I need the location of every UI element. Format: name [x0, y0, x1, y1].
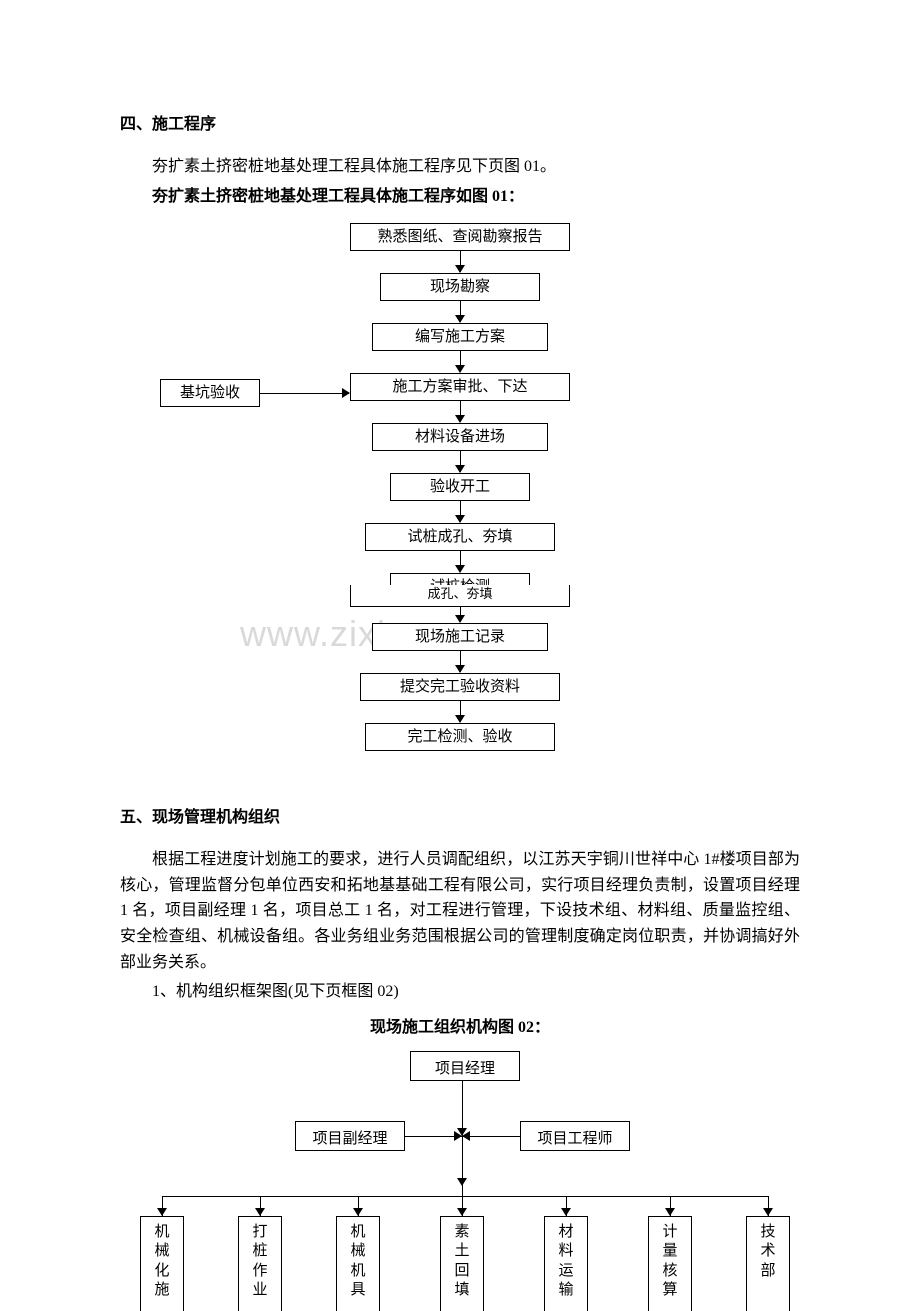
- section-5-heading: 五、现场管理机构组织: [120, 803, 800, 827]
- flow-node-n9: 现场施工记录: [372, 623, 548, 651]
- section-5-para1: 根据工程进度计划施工的要求，进行人员调配组织，以江苏天宇铜川世祥中心 1#楼项目…: [120, 847, 800, 975]
- flow-node-n11: 完工检测、验收: [365, 723, 555, 751]
- flow-node-n6: 验收开工: [390, 473, 530, 501]
- flow-node-n7: 试桩成孔、夯填: [365, 523, 555, 551]
- org-leaf: 打桩作业: [238, 1216, 282, 1311]
- flow-node-n3: 编写施工方案: [372, 323, 548, 351]
- flowchart-01: www.zixin.com.cn 熟悉图纸、查阅勘察报告现场勘察编写施工方案施工…: [120, 223, 800, 783]
- org-leaf: 机械机具: [336, 1216, 380, 1311]
- org-leaf: 机械化施: [140, 1216, 184, 1311]
- org-node: 项目工程师: [520, 1121, 630, 1151]
- flow-node-n8b: 成孔、夯填: [350, 585, 570, 607]
- org-leaf: 计量核算: [648, 1216, 692, 1311]
- flow-node-n2: 现场勘察: [380, 273, 540, 301]
- section-4-caption: 夯扩素土挤密桩地基处理工程具体施工程序如图 01：: [120, 184, 800, 210]
- section-4-heading: 四、施工程序: [120, 110, 800, 134]
- org-leaf: 技术部: [746, 1216, 790, 1311]
- section-4-intro: 夯扩素土挤密桩地基处理工程具体施工程序见下页图 01。: [120, 154, 800, 180]
- section-5-para2: 1、机构组织框架图(见下页框图 02): [120, 979, 800, 1005]
- org-chart-02: 项目经理项目副经理 项目工程师机械化施 打桩作业 机械机具 素土回填 材料运输 计量核算 技术…: [120, 1051, 800, 1311]
- flow-node-side: 基坑验收: [160, 379, 260, 407]
- org-leaf: 素土回填: [440, 1216, 484, 1311]
- org-leaf: 材料运输: [544, 1216, 588, 1311]
- org-node: 项目副经理: [295, 1121, 405, 1151]
- flow-node-n1: 熟悉图纸、查阅勘察报告: [350, 223, 570, 251]
- flow-node-n5: 材料设备进场: [372, 423, 548, 451]
- section-5-caption: 现场施工组织机构图 02：: [120, 1013, 800, 1037]
- org-node: 项目经理: [410, 1051, 520, 1081]
- flow-node-n10: 提交完工验收资料: [360, 673, 560, 701]
- flow-node-n4: 施工方案审批、下达: [350, 373, 570, 401]
